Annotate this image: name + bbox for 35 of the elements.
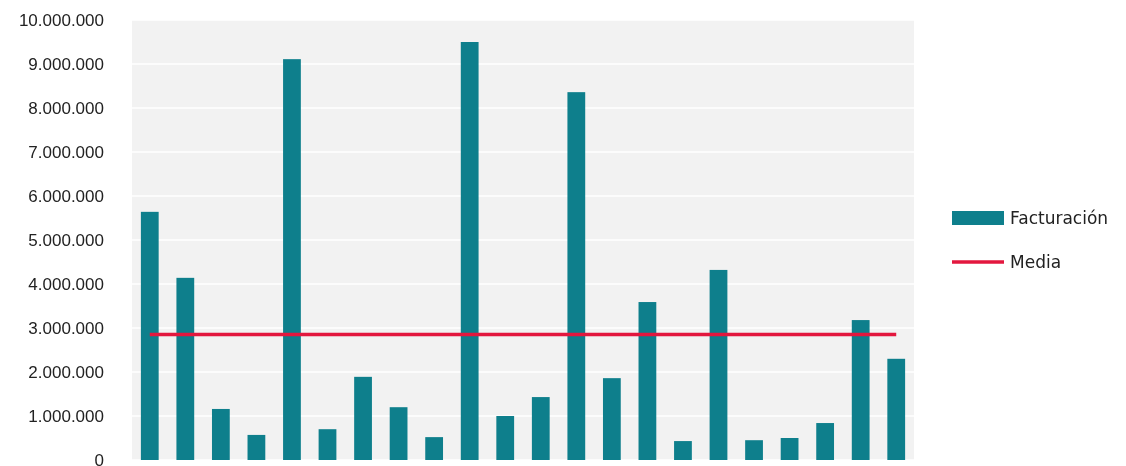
y-tick-label: 6.000.000 [28,186,104,206]
bar [674,441,692,460]
y-tick-label: 0 [94,450,104,466]
bar [354,376,372,460]
bar [887,358,906,460]
bar [176,277,195,460]
legend-label: Media [1010,252,1062,272]
y-tick-label: 2.000.000 [28,362,104,382]
y-tick-label: 8.000.000 [28,98,104,118]
bar [745,440,763,460]
bar [389,407,408,460]
bar [531,397,550,460]
bar [496,416,515,460]
y-tick-label: 3.000.000 [28,318,104,338]
bar [851,320,870,460]
bar [211,408,230,460]
bar [247,434,266,460]
bar [709,269,728,460]
bar [638,302,657,460]
bar [283,59,301,460]
y-tick-label: 10.000.000 [18,10,104,30]
bar [425,437,444,460]
bar [567,92,586,460]
bar [602,378,621,460]
y-tick-label: 7.000.000 [28,142,104,162]
y-tick-label: 9.000.000 [28,54,104,74]
bar [460,42,479,460]
legend-label: Facturación [1010,208,1109,228]
bar [318,429,337,460]
y-tick-label: 5.000.000 [28,230,104,250]
bar [816,423,835,460]
bar [140,211,159,460]
y-tick-label: 1.000.000 [28,406,104,426]
y-tick-label: 4.000.000 [28,274,104,294]
bar [780,438,799,460]
